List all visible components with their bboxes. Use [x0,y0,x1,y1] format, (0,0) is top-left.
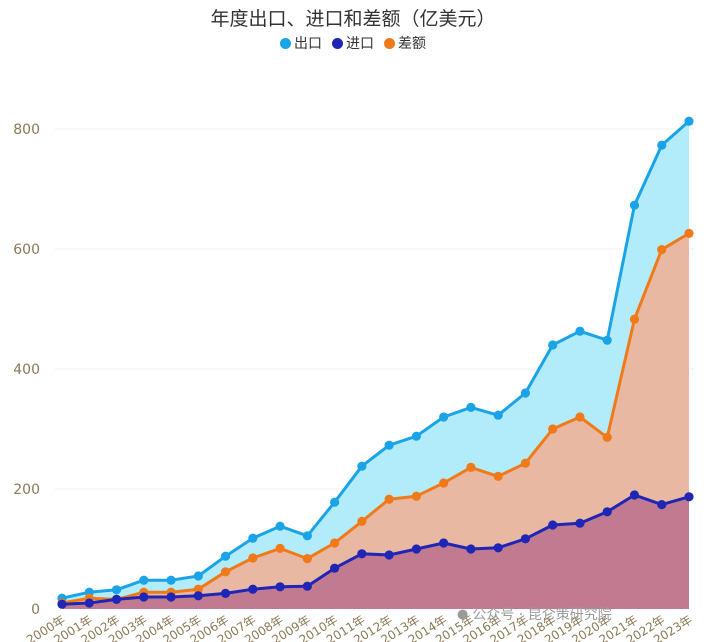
point-balance-2021年 [629,314,640,324]
area-balance [62,233,689,609]
point-import-2014年 [439,538,449,548]
y-tick-label-400: 400 [13,362,40,378]
point-balance-2008年 [275,543,285,554]
point-balance-2013年 [411,491,421,501]
point-import-2022年 [657,500,667,510]
point-balance-2005年 [193,584,203,594]
point-export-2007年 [248,533,258,543]
legend-item-balance[interactable]: 差额 [384,33,426,53]
point-balance-2007年 [248,553,258,563]
watermark: ● 公众号 · 昆仑策研究院 [457,604,612,624]
point-export-2009年 [302,531,312,541]
point-export-2005年 [193,571,203,581]
legend-item-export[interactable]: 出口 [280,33,322,53]
point-import-2013年 [411,544,421,554]
point-import-2019年 [575,518,585,528]
point-balance-2017年 [520,458,531,468]
point-export-2012年 [384,440,394,450]
point-export-2021年 [629,200,640,210]
point-import-2016年 [493,543,503,553]
point-export-2013年 [411,431,421,441]
point-import-2015年 [466,544,476,554]
point-export-2022年 [657,140,667,150]
point-import-2003年 [139,592,149,602]
point-balance-2014年 [439,478,449,488]
point-balance-2006年 [220,567,231,577]
legend-label-balance: 差额 [398,36,426,52]
point-balance-2009年 [302,554,312,564]
point-export-2020年 [602,335,612,345]
y-tick-label-800: 800 [13,122,40,138]
point-export-2019年 [575,326,585,336]
chart-title: 年度出口、进口和差额（亿美元） [210,8,496,30]
point-import-2020年 [602,507,612,517]
point-export-2016年 [493,410,503,420]
point-balance-2019年 [575,412,585,422]
legend-marker-balance [384,37,395,49]
point-import-2018年 [548,520,558,530]
point-balance-2011年 [357,516,367,527]
point-export-2006年 [220,551,231,561]
wechat-icon: ● [457,606,469,622]
point-balance-2012年 [384,494,394,504]
point-export-2018年 [548,340,558,350]
point-import-2011年 [357,549,367,559]
point-export-2008年 [275,521,285,531]
point-import-2023年 [684,492,694,502]
point-balance-2020年 [602,432,612,442]
point-import-2017年 [520,534,531,544]
point-balance-2023年 [684,228,694,238]
point-export-2004年 [166,575,176,585]
legend-label-export: 出口 [294,36,322,52]
point-balance-2010年 [330,538,340,548]
point-import-2002年 [111,594,122,605]
watermark-text: 公众号 · 昆仑策研究院 [472,607,612,623]
point-import-2006年 [220,588,231,599]
point-balance-2015年 [466,462,476,472]
point-balance-2016年 [493,471,503,481]
point-export-2003年 [139,575,149,585]
point-import-2008年 [275,582,285,592]
point-import-2012年 [384,550,394,560]
y-tick-label-200: 200 [13,482,40,498]
point-import-2000年 [57,599,67,609]
point-export-2014年 [439,412,449,422]
legend-marker-import [332,37,343,49]
point-import-2001年 [84,598,94,608]
point-import-2005年 [193,591,203,601]
point-import-2007年 [248,584,258,594]
point-export-2023年 [684,116,694,126]
area-import [62,495,689,609]
point-export-2002年 [111,585,122,595]
point-import-2009年 [302,581,312,591]
point-export-2015年 [466,402,476,412]
legend: 出口 进口 差额 [0,33,706,53]
point-import-2021年 [629,490,640,500]
y-tick-label-0: 0 [31,602,40,618]
legend-marker-export [280,37,291,49]
point-import-2004年 [166,592,176,602]
point-export-2010年 [330,497,340,507]
legend-item-import[interactable]: 进口 [332,33,374,53]
legend-label-import: 进口 [346,36,374,52]
point-export-2017年 [520,388,531,398]
point-export-2011年 [357,461,367,471]
point-balance-2022年 [657,245,667,255]
point-import-2010年 [330,563,340,573]
point-balance-2018年 [548,424,558,434]
y-tick-label-600: 600 [13,242,40,258]
